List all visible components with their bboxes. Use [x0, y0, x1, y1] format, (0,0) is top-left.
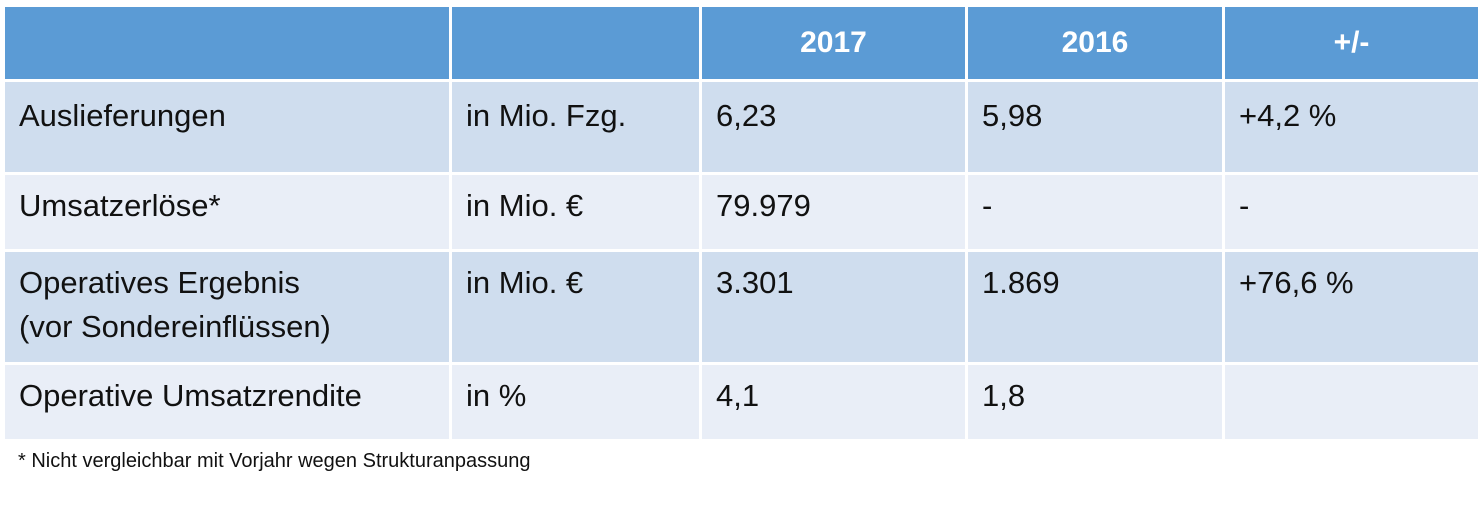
footnote: * Nicht vergleichbar mit Vorjahr wegen S…: [18, 450, 531, 472]
row-value-2016: 5,98: [965, 79, 1225, 175]
row-value-2017: 79.979: [699, 172, 968, 252]
row-value-2017: 3.301: [699, 249, 968, 365]
row-label: Operatives Ergebnis (vor Sondereinflüsse…: [2, 249, 452, 365]
row-label: Operative Umsatzrendite: [2, 362, 452, 442]
row-label-line: Operatives Ergebnis: [19, 265, 300, 300]
row-change: [1222, 362, 1481, 442]
table-header-row: 2017 2016 +/-: [2, 4, 1481, 82]
header-year-2017: 2017: [699, 4, 968, 82]
row-value-2016: 1,8: [965, 362, 1225, 442]
row-unit: in Mio. €: [449, 249, 702, 365]
results-table: 2017 2016 +/- Auslieferungen in Mio. Fzg…: [2, 4, 1481, 442]
row-label-line: Auslieferungen: [19, 98, 226, 133]
table-row: Umsatzerlöse* in Mio. € 79.979 - -: [2, 172, 1481, 252]
row-label: Umsatzerlöse*: [2, 172, 452, 252]
row-label-line: (vor Sondereinflüssen): [19, 309, 331, 344]
row-label-line: Umsatzerlöse*: [19, 188, 221, 223]
header-change: +/-: [1222, 4, 1481, 82]
header-unit-column: [449, 4, 702, 82]
table-row: Operatives Ergebnis (vor Sondereinflüsse…: [2, 249, 1481, 365]
row-value-2017: 4,1: [699, 362, 968, 442]
row-change: +76,6 %: [1222, 249, 1481, 365]
row-value-2016: 1.869: [965, 249, 1225, 365]
row-value-2016: -: [965, 172, 1225, 252]
row-change: +4,2 %: [1222, 79, 1481, 175]
row-unit: in Mio. €: [449, 172, 702, 252]
row-label: Auslieferungen: [2, 79, 452, 175]
table-row: Operative Umsatzrendite in % 4,1 1,8: [2, 362, 1481, 442]
row-change: -: [1222, 172, 1481, 252]
header-year-2016: 2016: [965, 4, 1225, 82]
results-table-container: 2017 2016 +/- Auslieferungen in Mio. Fzg…: [2, 4, 1481, 442]
row-unit: in Mio. Fzg.: [449, 79, 702, 175]
row-unit: in %: [449, 362, 702, 442]
row-value-2017: 6,23: [699, 79, 968, 175]
header-label-column: [2, 4, 452, 82]
row-label-line: Operative Umsatzrendite: [19, 378, 362, 413]
table-row: Auslieferungen in Mio. Fzg. 6,23 5,98 +4…: [2, 79, 1481, 175]
